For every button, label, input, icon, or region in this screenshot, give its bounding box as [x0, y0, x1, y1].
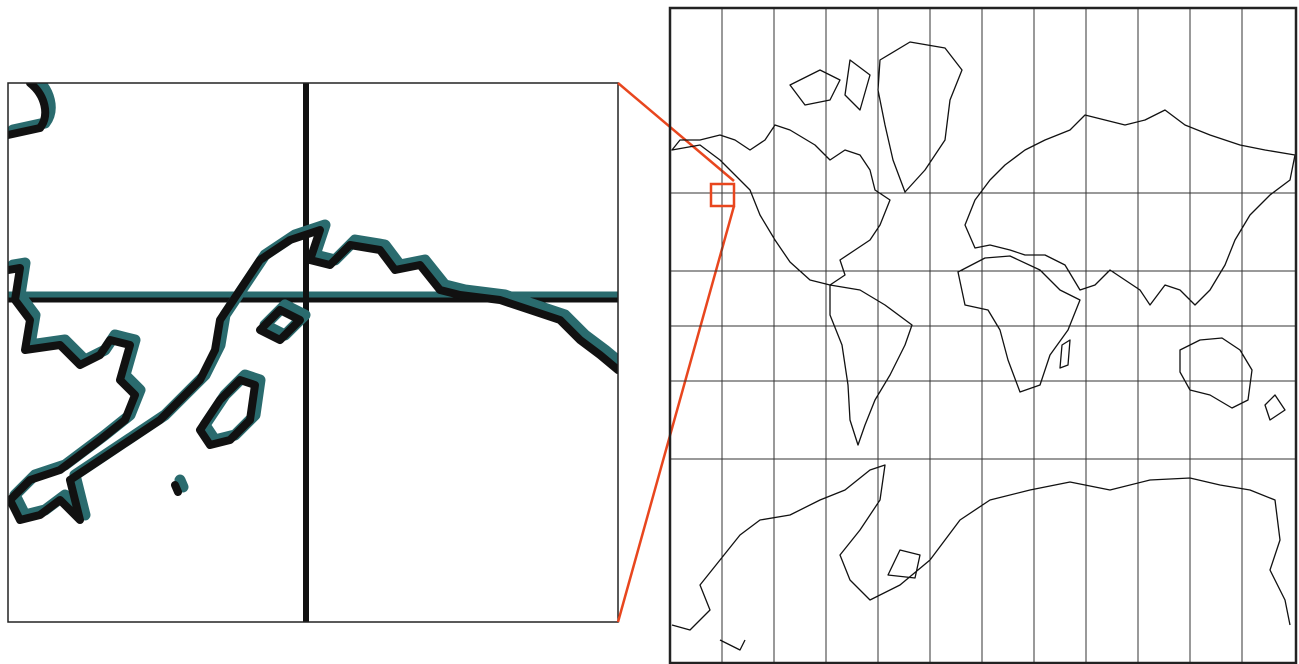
graticule	[670, 8, 1296, 663]
south-america	[829, 284, 913, 446]
greenland	[877, 41, 963, 193]
antarctica	[671, 464, 1291, 651]
world-map	[668, 6, 1298, 664]
africa	[957, 255, 1081, 393]
eurasia	[964, 109, 1296, 306]
connector	[617, 82, 735, 182]
connector	[616, 205, 736, 623]
zoom-coast	[8, 83, 618, 524]
north-america	[671, 59, 891, 286]
australia	[1179, 337, 1286, 421]
zoom-content	[8, 83, 618, 622]
zoom-inset	[7, 82, 619, 623]
zoom-frame	[7, 82, 619, 623]
zoom-marker	[709, 182, 736, 208]
map-frame	[668, 6, 1298, 664]
